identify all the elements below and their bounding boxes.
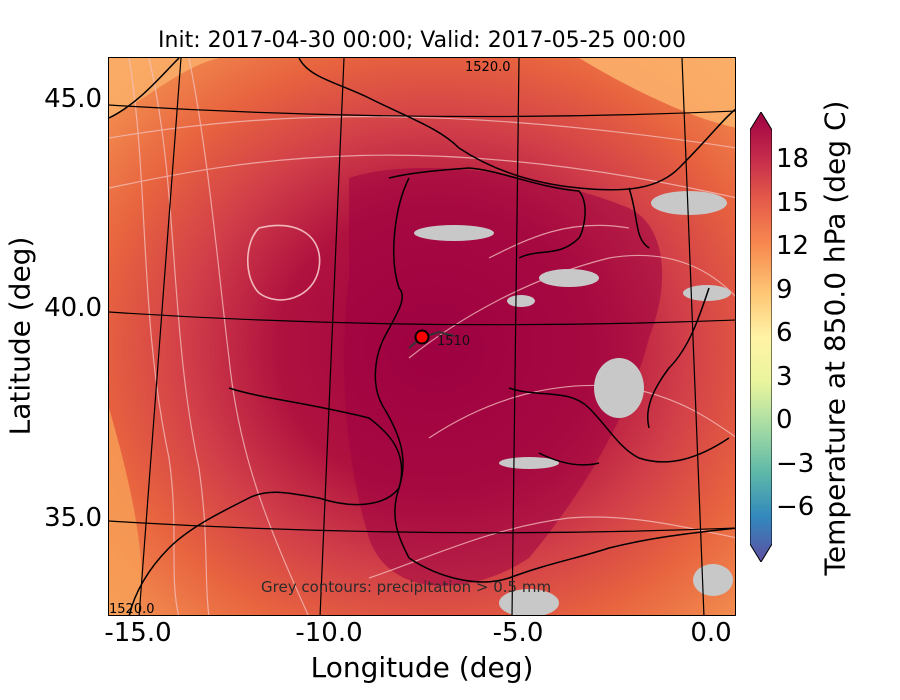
contour-label-center: 1510 (437, 334, 471, 349)
map-panel[interactable]: 1520.0 1520.0 1510 Grey contours: precip… (108, 57, 736, 616)
cbar-tick-12: 12 (776, 231, 810, 261)
cbar-tick-18: 18 (776, 144, 810, 174)
cbar-tick-15: 15 (776, 188, 810, 218)
colorbar (750, 112, 772, 562)
warm-edge-sw (109, 408, 142, 615)
contour-label-top: 1520.0 (465, 60, 511, 75)
cbar-tick-6: 6 (776, 318, 793, 348)
precip-note: Grey contours: precipitation > 0.5 mm (261, 578, 552, 596)
cbar-tick-9: 9 (776, 275, 793, 305)
xtick-0: 0.0 (690, 618, 732, 648)
x-axis-label: Longitude (deg) (310, 651, 534, 684)
ytick-45: 45.0 (44, 84, 102, 114)
cbar-tick-3: 3 (776, 362, 793, 392)
xtick-neg10: -10.0 (295, 618, 363, 648)
xtick-neg15: -15.0 (104, 618, 172, 648)
warm-edge-ne (579, 58, 735, 128)
coastlines (109, 58, 735, 615)
precipitation-areas (414, 191, 733, 615)
plot-title: Init: 2017-04-30 00:00; Valid: 2017-05-2… (158, 28, 686, 53)
ytick-40: 40.0 (44, 293, 102, 323)
colorbar-label: Temperature at 850.0 hPa (deg C) (818, 100, 852, 576)
trajectory (408, 330, 455, 349)
contour-label-bottom: 1520.0 (109, 602, 155, 616)
ytick-35: 35.0 (44, 503, 102, 533)
temp-contour-ring (247, 224, 321, 301)
cbar-tick-neg6: −6 (776, 492, 815, 522)
cbar-tick-0: 0 (776, 405, 793, 435)
xtick-neg5: -5.0 (492, 618, 544, 648)
location-marker[interactable] (414, 329, 430, 345)
map-svg (109, 58, 735, 615)
warm-edge-nw (109, 58, 219, 118)
cbar-tick-neg3: −3 (776, 449, 815, 479)
y-axis-label: Latitude (deg) (3, 236, 37, 436)
